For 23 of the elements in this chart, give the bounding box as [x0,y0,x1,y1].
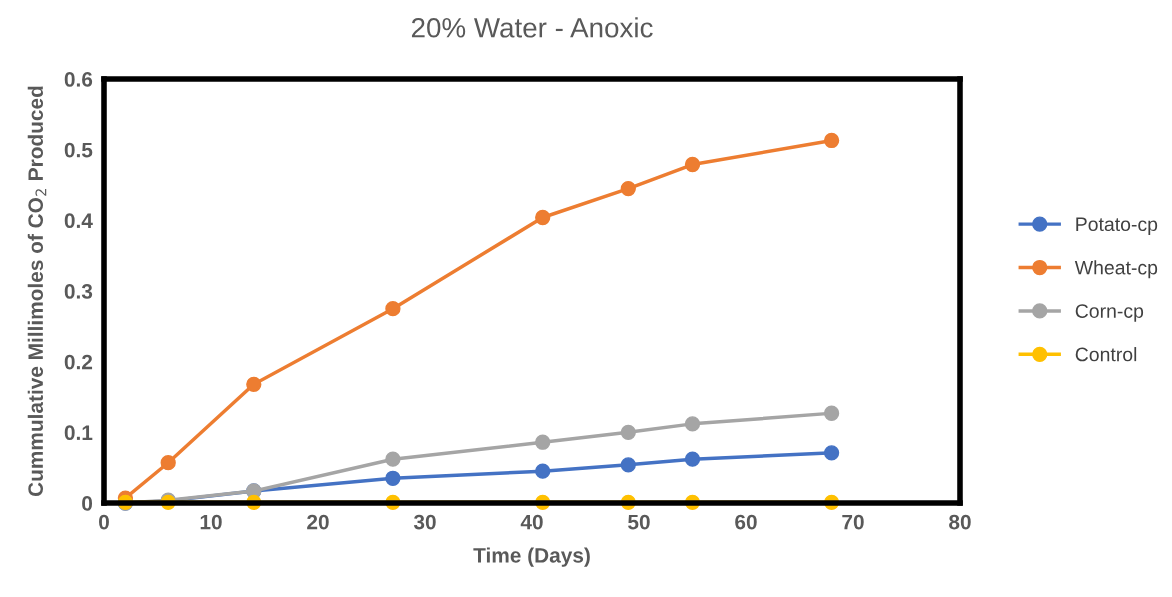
y-tick-label: 0.4 [64,213,93,229]
chart-title: 20% Water - Anoxic [411,17,653,38]
x-tick-label: 60 [735,514,757,530]
legend-label: Potato-cp [1076,217,1158,235]
legend-label: Control [1075,347,1137,362]
y-tick-label: 0.2 [64,354,93,370]
x-tick-label: 30 [413,514,436,530]
y-tick-label: 0.3 [64,284,93,299]
y-axis-title: Cummulative Millimoles of CO$_{2}$ Produced [27,86,47,497]
legend-label: Wheat-cp [1074,260,1158,279]
y-tick-label: 0 [82,496,93,511]
x-tick-label: 0 [99,514,109,530]
x-tick-label: 50 [628,514,650,530]
x-tick-label: 70 [842,514,864,530]
x-tick-label: 80 [949,514,971,530]
x-axis-title: Time (Days) [473,547,590,567]
y-tick-label: 0.1 [64,425,93,441]
y-tick-label: 0.6 [64,72,93,87]
y-tick-label: 0.5 [64,142,93,158]
x-tick-label: 10 [200,514,222,530]
x-tick-label: 40 [520,514,543,530]
x-tick-label: 20 [307,514,329,530]
legend-label: Corn-cp [1075,304,1144,322]
